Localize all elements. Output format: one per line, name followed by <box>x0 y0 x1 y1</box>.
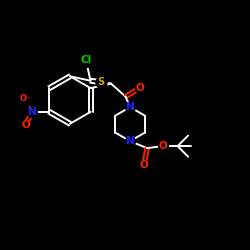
Text: N: N <box>126 102 134 112</box>
Text: N: N <box>126 136 134 146</box>
Text: N: N <box>28 107 37 117</box>
Text: O⁻: O⁻ <box>20 94 31 104</box>
Text: O: O <box>140 160 148 170</box>
Text: S: S <box>98 77 105 87</box>
Text: O: O <box>21 120 30 130</box>
Text: O: O <box>136 83 144 93</box>
Text: Cl: Cl <box>80 55 92 65</box>
Text: O: O <box>158 141 167 151</box>
